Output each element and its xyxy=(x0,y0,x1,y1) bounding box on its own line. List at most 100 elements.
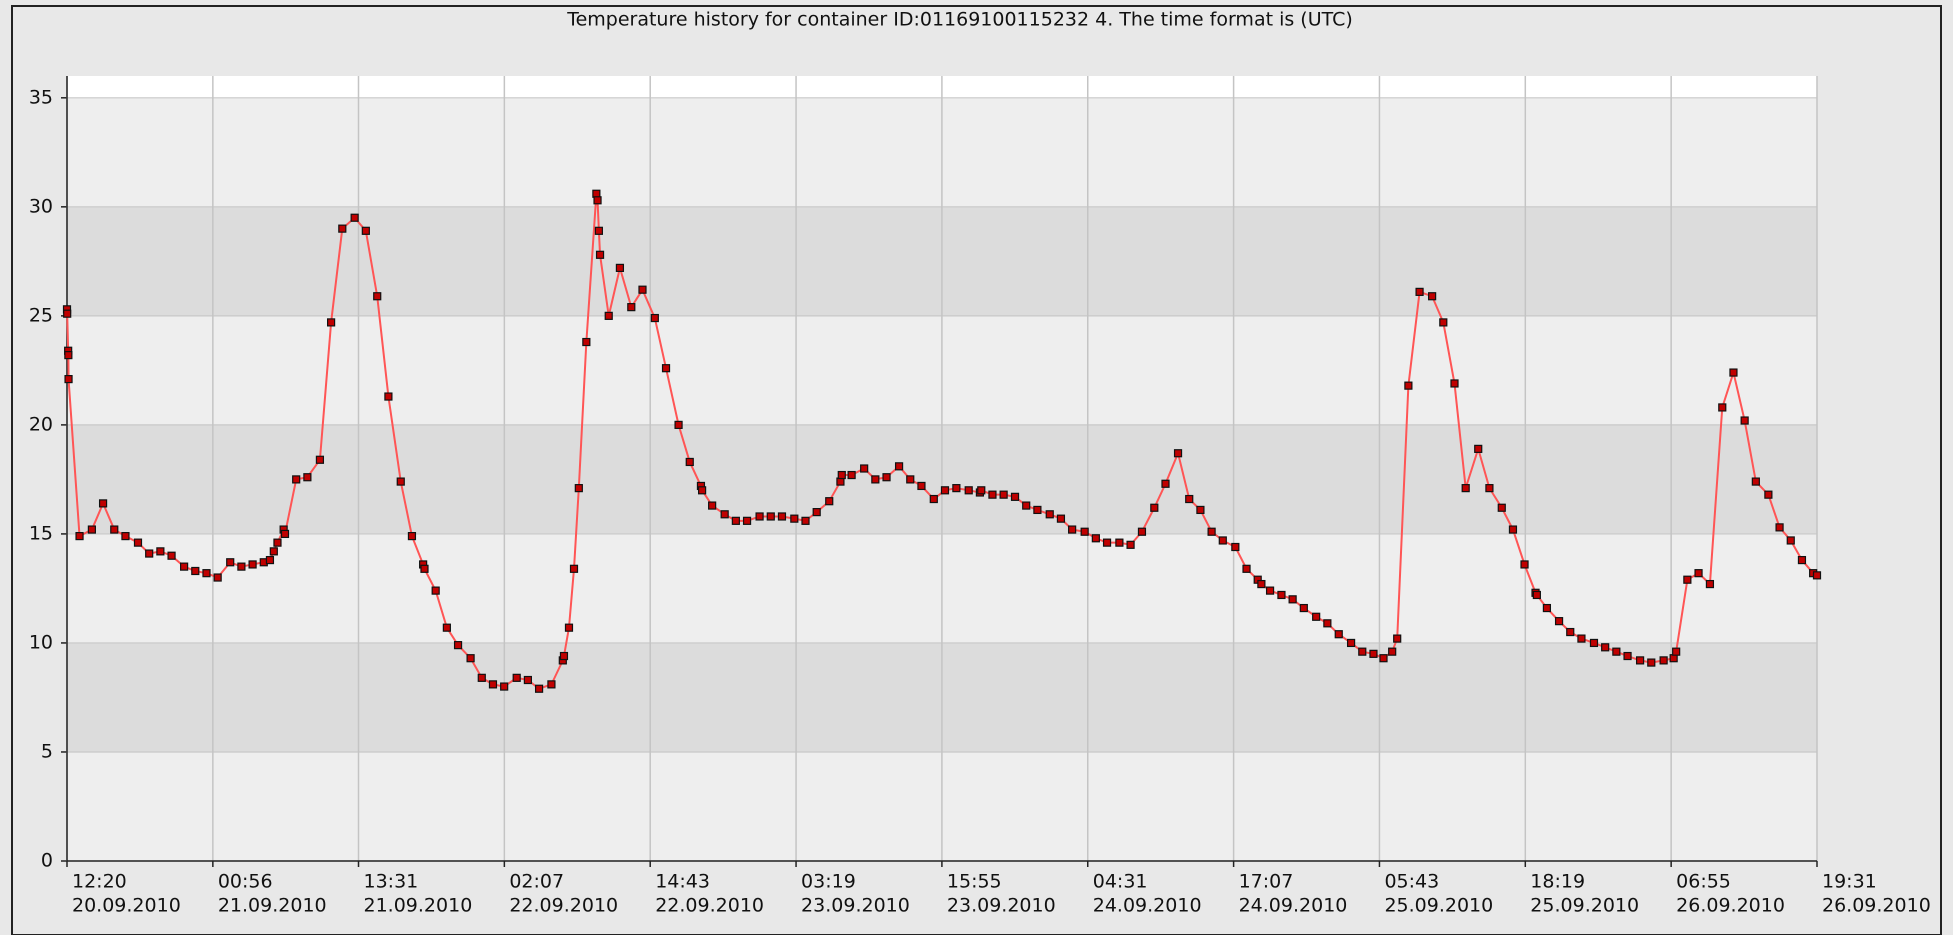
data-point xyxy=(145,549,154,558)
data-point xyxy=(977,486,986,495)
data-point xyxy=(1022,501,1031,510)
data-point xyxy=(1358,647,1367,656)
data-point xyxy=(265,555,275,565)
data-point xyxy=(431,586,440,595)
data-point xyxy=(1257,579,1266,589)
data-point xyxy=(121,531,130,541)
data-point xyxy=(488,680,498,689)
data-point xyxy=(1388,647,1397,656)
data-point xyxy=(595,250,605,259)
data-point xyxy=(1450,379,1459,388)
y-tick-label: 35 xyxy=(29,86,53,108)
data-point xyxy=(777,512,787,521)
y-tick-label: 30 xyxy=(29,195,53,217)
data-point xyxy=(1532,590,1541,600)
y-tick-label: 0 xyxy=(41,850,53,872)
y-tick-label: 25 xyxy=(29,304,53,326)
data-point xyxy=(1554,617,1564,626)
x-tick-label: 04:31 xyxy=(1093,871,1148,893)
data-point xyxy=(1033,505,1042,515)
data-point xyxy=(731,516,740,525)
y-tick-label: 15 xyxy=(29,522,53,544)
data-point xyxy=(1045,510,1054,519)
data-point xyxy=(384,392,393,401)
data-point xyxy=(269,547,278,556)
data-point xyxy=(327,318,336,327)
chart-title: Temperature history for container ID:011… xyxy=(566,9,1353,31)
data-point xyxy=(1334,630,1343,639)
data-point xyxy=(1751,477,1760,486)
data-point xyxy=(167,551,176,560)
x-tick-label: 23.09.2010 xyxy=(801,895,910,917)
data-point xyxy=(1231,542,1240,552)
data-point xyxy=(1115,538,1124,547)
data-point xyxy=(1218,536,1227,545)
data-point xyxy=(63,309,72,318)
data-point xyxy=(191,566,200,576)
data-point xyxy=(453,641,463,650)
data-point xyxy=(1161,479,1170,488)
data-point xyxy=(133,538,143,547)
data-point xyxy=(396,477,405,486)
x-tick-label: 17:07 xyxy=(1239,871,1294,893)
data-point xyxy=(999,490,1008,499)
data-point xyxy=(940,486,950,495)
data-point xyxy=(1299,603,1308,613)
x-tick-label: 00:56 xyxy=(218,871,273,893)
data-point xyxy=(674,420,683,429)
data-point xyxy=(361,226,370,235)
data-point xyxy=(650,313,659,323)
data-point xyxy=(338,224,347,233)
data-point xyxy=(373,292,382,301)
data-point xyxy=(226,558,235,567)
data-point xyxy=(248,560,257,569)
data-point xyxy=(1659,656,1668,665)
x-tick-label: 24.09.2010 xyxy=(1093,895,1202,917)
x-tick-label: 02:07 xyxy=(509,871,564,893)
data-point xyxy=(1694,569,1703,578)
data-point xyxy=(407,531,417,541)
data-point xyxy=(1137,527,1147,536)
x-tick-label: 19:31 xyxy=(1822,871,1877,893)
data-point xyxy=(1812,571,1822,580)
data-point xyxy=(594,226,603,235)
data-point xyxy=(1672,647,1681,656)
data-point xyxy=(466,654,475,663)
data-point xyxy=(1056,514,1066,523)
data-point xyxy=(64,351,73,360)
data-point xyxy=(1068,525,1077,534)
data-point xyxy=(1415,287,1424,296)
data-point xyxy=(442,623,451,632)
x-tick-label: 03:19 xyxy=(801,871,856,893)
data-point xyxy=(213,573,222,582)
data-point xyxy=(1635,656,1645,665)
data-point xyxy=(1312,612,1321,621)
data-point xyxy=(1520,560,1529,569)
data-point xyxy=(1740,416,1749,425)
data-point xyxy=(1150,503,1159,512)
y-tick-label: 10 xyxy=(29,631,53,653)
x-tick-label: 26.09.2010 xyxy=(1822,895,1931,917)
data-point xyxy=(569,564,579,573)
data-point xyxy=(1404,381,1413,390)
data-point xyxy=(1786,536,1795,545)
data-point xyxy=(1589,638,1599,648)
data-point xyxy=(1185,494,1194,504)
y-tick-label: 20 xyxy=(29,413,53,435)
x-tick-label: 24.09.2010 xyxy=(1239,895,1348,917)
x-tick-label: 18:19 xyxy=(1530,871,1585,893)
data-point xyxy=(929,494,938,504)
data-point xyxy=(350,213,359,222)
data-point xyxy=(1705,579,1715,589)
data-point xyxy=(1265,586,1275,595)
data-point xyxy=(1729,368,1738,377)
data-point xyxy=(1102,538,1112,547)
data-point xyxy=(964,486,973,495)
data-point xyxy=(237,562,246,571)
data-point xyxy=(1393,634,1402,643)
x-tick-label: 05:43 xyxy=(1384,871,1439,893)
data-point xyxy=(1196,505,1205,515)
data-point xyxy=(790,514,799,523)
data-point xyxy=(661,364,671,373)
data-point xyxy=(273,538,282,547)
